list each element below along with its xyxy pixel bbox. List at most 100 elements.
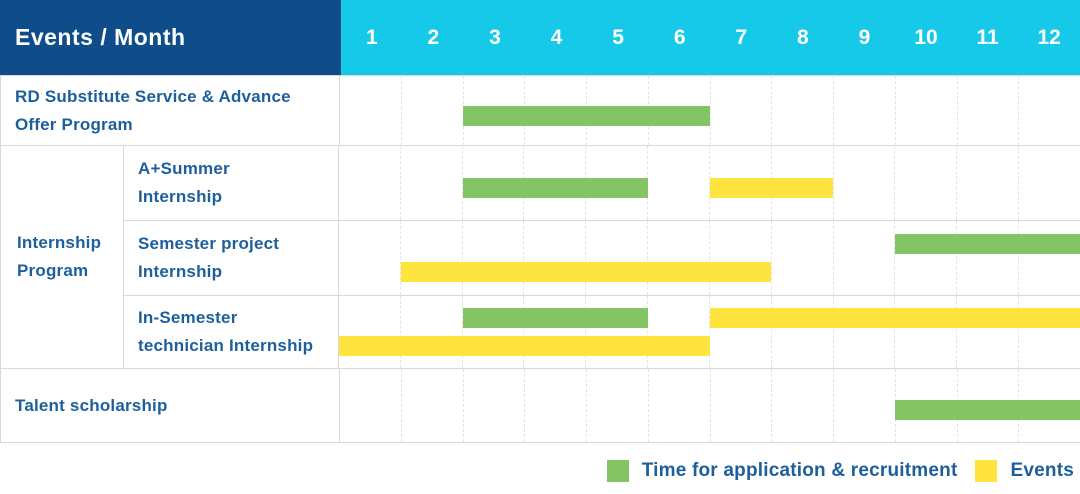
month-gridline-column [399, 146, 462, 220]
month-header-cell: 9 [858, 25, 871, 49]
month-gridline-column [1018, 296, 1080, 368]
month-gridline-column [833, 76, 895, 145]
timeline-cell-a-summer [339, 146, 1080, 220]
month-gridline-column [708, 146, 771, 220]
timeline-cell-in-semester [339, 296, 1080, 368]
events-bar [400, 262, 772, 283]
row-label-rd-substitute: RD Substitute Service & Advance Offer Pr… [1, 76, 340, 145]
month-header-cell: 3 [489, 25, 501, 49]
events-bar [709, 308, 1080, 329]
month-header-cell: 8 [796, 25, 809, 49]
month-gridline-column [770, 296, 833, 368]
month-header-cell: 11 [976, 25, 999, 49]
month-header-row: 1 2 3 4 5 6 7 8 9 10 11 12 [341, 0, 1080, 75]
table-header-row: Events / Month 1 2 3 4 5 6 7 8 9 10 11 12 [0, 0, 1080, 75]
month-gridline-column [339, 146, 400, 220]
month-gridline-column [339, 221, 400, 295]
table-row-rd-substitute: RD Substitute Service & Advance Offer Pr… [1, 75, 1080, 145]
month-gridline-column [400, 76, 463, 145]
internship-program-group: Internship Program A+Summer Internship S… [1, 145, 1080, 368]
month-gridline-column [399, 221, 462, 295]
legend-label: Time for application & recruitment [641, 460, 958, 481]
month-header-cell: 12 [1037, 25, 1061, 49]
month-gridline-column [894, 146, 956, 220]
month-gridline-column [1018, 76, 1080, 145]
month-header-cell: 6 [673, 25, 686, 49]
table-row-a-summer: A+Summer Internship [124, 146, 1080, 220]
month-gridline-column [461, 296, 524, 368]
row-label-a-summer: A+Summer Internship [124, 146, 339, 220]
month-gridline-column [832, 296, 895, 368]
gantt-table: Events / Month 1 2 3 4 5 6 7 8 9 10 11 12 RD Substi… [0, 0, 1080, 443]
legend-item-events: Events [975, 460, 1074, 482]
month-gridline-column [524, 369, 586, 442]
month-gridline-column [894, 296, 956, 368]
month-header-cell: 1 [365, 25, 378, 49]
application-recruitment-swatch-icon [606, 460, 629, 482]
row-label-semester-project: Semester project Internship [124, 221, 339, 295]
timeline-cell-talent-scholarship [340, 369, 1080, 442]
legend-item-application_recruitment: Time for application & recruitment [606, 460, 958, 482]
month-gridline-column [771, 369, 833, 442]
month-gridline-column [647, 146, 709, 220]
table-row-semester-project: Semester project Internship [124, 220, 1080, 295]
month-gridline-column [956, 76, 1019, 145]
month-gridline-column [461, 221, 524, 295]
table-row-talent-scholarship: Talent scholarship [1, 368, 1080, 442]
month-gridline-column [894, 221, 956, 295]
month-gridline-column [708, 221, 771, 295]
month-gridlines [339, 221, 1080, 295]
month-gridline-column [339, 296, 400, 368]
month-gridline-column [708, 296, 771, 368]
month-gridline-column [771, 76, 833, 145]
events-swatch-icon [975, 460, 998, 482]
month-gridline-column [585, 221, 647, 295]
month-gridline-column [647, 221, 709, 295]
table-row-in-semester: In-Semester technician Internship [124, 295, 1080, 368]
month-header-cell: 4 [550, 25, 563, 49]
month-gridline-column [833, 369, 895, 442]
month-header-cell: 7 [735, 25, 748, 49]
month-gridline-column [585, 296, 647, 368]
month-gridline-column [586, 369, 648, 442]
month-gridline-column [399, 296, 462, 368]
month-gridline-column [1018, 221, 1080, 295]
month-gridlines [340, 76, 1080, 145]
month-gridline-column [400, 369, 463, 442]
events-bar [339, 336, 710, 357]
internship-program-subrows: A+Summer Internship Semester project Int… [124, 146, 1080, 368]
application-recruitment-bar [462, 308, 648, 329]
legend-label: Events [1010, 460, 1074, 481]
application-recruitment-bar [895, 400, 1080, 421]
month-gridline-column [832, 221, 895, 295]
application-recruitment-bar [463, 105, 710, 126]
month-gridline-column [523, 221, 585, 295]
month-gridline-column [956, 146, 1018, 220]
month-gridline-column [832, 146, 895, 220]
row-label-talent-scholarship: Talent scholarship [1, 369, 340, 442]
month-gridline-column [462, 76, 525, 145]
month-gridline-column [1018, 146, 1080, 220]
application-recruitment-bar [462, 177, 648, 198]
legend: Time for application & recruitment Events [0, 443, 1080, 482]
month-gridline-column [956, 296, 1018, 368]
month-gridline-column [709, 76, 772, 145]
month-gridlines [339, 296, 1080, 368]
group-label-internship-program: Internship Program [1, 146, 124, 368]
month-gridline-column [461, 146, 524, 220]
month-gridline-column [647, 296, 709, 368]
month-gridline-column [523, 296, 585, 368]
month-gridline-column [340, 369, 401, 442]
month-gridline-column [770, 221, 833, 295]
application-recruitment-bar [894, 233, 1080, 254]
events-month-header: Events / Month [0, 0, 341, 75]
month-header-cell: 10 [914, 25, 938, 49]
timeline-cell-semester-project [339, 221, 1080, 295]
month-header-cell: 5 [612, 25, 624, 49]
month-gridline-column [340, 76, 401, 145]
month-gridline-column [956, 221, 1018, 295]
events-bar [709, 177, 833, 198]
month-gridline-column [462, 369, 525, 442]
month-gridline-column [647, 369, 710, 442]
month-gridline-column [709, 369, 772, 442]
